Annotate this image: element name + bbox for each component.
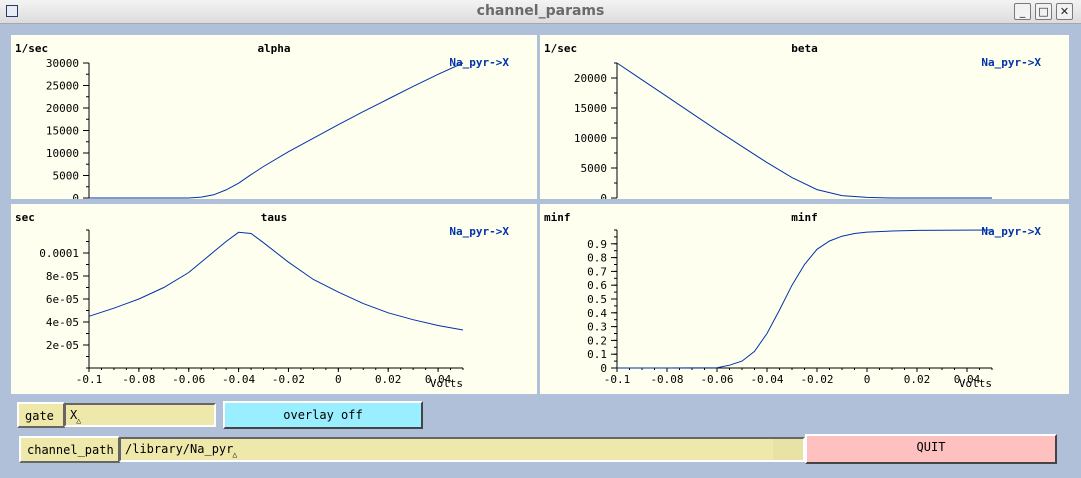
x-tick-label: -0.04 <box>750 373 783 386</box>
y-tick-label: 6e-05 <box>46 293 79 306</box>
y-tick-label: 0.9 <box>587 238 607 251</box>
y-units-label: minf <box>544 211 571 224</box>
y-units-label: 1/sec <box>544 42 577 55</box>
series-line <box>617 229 993 369</box>
y-tick-label: 25000 <box>46 80 79 93</box>
graph-title: beta <box>791 42 818 55</box>
y-tick-label: 30000 <box>46 57 79 70</box>
x-tick-label: -0.04 <box>222 373 255 386</box>
y-tick-label: 0.2 <box>587 334 607 347</box>
x-tick-label: 0.04 <box>954 373 981 386</box>
y-tick-label: 10000 <box>574 132 607 145</box>
maximize-button[interactable]: □ <box>1035 3 1052 20</box>
x-tick-label: -0.08 <box>122 373 155 386</box>
window-icon[interactable] <box>6 5 18 17</box>
graph-title: alpha <box>257 42 290 55</box>
graph-beta: 1/sec beta Na_pyr->X 0 5000 10000 15000 20000 <box>540 35 1069 199</box>
title-bar: channel_params _ □ ✕ <box>0 0 1081 24</box>
close-button[interactable]: ✕ <box>1056 3 1073 20</box>
plot-svg: 1/sec beta Na_pyr->X 0 5000 10000 15000 20000 <box>544 42 1041 199</box>
y-tick-label: 15000 <box>574 102 607 115</box>
y-units-label: sec <box>15 211 35 224</box>
x-tick-label: -0.06 <box>700 373 733 386</box>
x-tick-label: -0.02 <box>800 373 833 386</box>
y-tick-label: 0 <box>600 192 607 199</box>
x-tick-label: -0.08 <box>650 373 683 386</box>
gate-label: gate <box>17 402 65 428</box>
y-tick-label: 0.5 <box>587 293 607 306</box>
y-tick-label: 0.6 <box>587 279 607 292</box>
channel-path-input[interactable]: /library/Na_pyr△ <box>119 437 805 462</box>
graph-title: minf <box>791 211 818 224</box>
series-line <box>88 231 464 331</box>
y-tick-label: 2e-05 <box>46 339 79 352</box>
y-tick-label: 20000 <box>46 102 79 115</box>
gate-value: X <box>70 408 78 422</box>
x-tick-label: -0.06 <box>172 373 205 386</box>
x-axis-label: Volts <box>430 377 463 390</box>
graph-title: taus <box>261 211 288 224</box>
window-title: channel_params <box>476 3 605 19</box>
x-tick-label: 0.02 <box>904 373 931 386</box>
x-tick-label: 0 <box>335 373 342 386</box>
graph-taus: sec taus Na_pyr->X 2e-05 4e-05 6e-05 8e-05 0.00… <box>11 204 537 394</box>
x-tick-label: -0.1 <box>76 373 103 386</box>
y-tick-label: 0 <box>600 362 607 375</box>
y-tick-label: 0.8 <box>587 252 607 265</box>
x-tick-label: 0.02 <box>375 373 402 386</box>
y-tick-label: 0 <box>72 192 79 199</box>
y-tick-label: 0.3 <box>587 321 607 334</box>
text-caret-icon: △ <box>232 450 238 459</box>
channel-path-label: channel_path <box>19 436 120 463</box>
series-line <box>89 62 464 199</box>
channel-path-value: /library/Na_pyr <box>125 442 234 456</box>
y-tick-label: 5000 <box>581 162 608 175</box>
y-tick-label: 5000 <box>53 170 80 183</box>
overlay-label: Na_pyr->X <box>449 56 509 69</box>
overlay-label: Na_pyr->X <box>981 56 1041 69</box>
x-tick-label: -0.02 <box>272 373 305 386</box>
overlay-label: Na_pyr->X <box>449 225 509 238</box>
y-tick-label: 0.1 <box>587 348 607 361</box>
y-tick-label: 4e-05 <box>46 316 79 329</box>
x-tick-label: -0.1 <box>604 373 631 386</box>
quit-button[interactable]: QUIT <box>805 434 1057 464</box>
graph-alpha: 1/sec alpha Na_pyr->X 0 5000 10000 15000 20000 2… <box>11 35 537 199</box>
graph-minf: minf minf Na_pyr->X 0 0.1 0.2 0.3 0.4 0.5 0.6 0.7 0… <box>540 204 1069 394</box>
y-tick-label: 0.7 <box>587 265 607 278</box>
minimize-button[interactable]: _ <box>1014 3 1031 20</box>
y-tick-label: 0.0001 <box>39 247 79 260</box>
plot-svg: sec taus Na_pyr->X 2e-05 4e-05 6e-05 8e-05 0.00… <box>15 211 509 390</box>
x-tick-label: 0.04 <box>425 373 452 386</box>
overlay-toggle-button[interactable]: overlay off <box>223 401 423 429</box>
y-tick-label: 15000 <box>46 125 79 138</box>
y-units-label: 1/sec <box>15 42 48 55</box>
y-tick-label: 0.4 <box>587 307 607 320</box>
overlay-label: Na_pyr->X <box>981 225 1041 238</box>
plot-svg: 1/sec alpha Na_pyr->X 0 5000 10000 15000 20000 2… <box>15 42 509 199</box>
series-line <box>616 62 992 199</box>
gate-input[interactable]: X△ <box>64 403 216 427</box>
y-tick-label: 10000 <box>46 147 79 160</box>
x-axis-label: Volts <box>959 377 992 390</box>
y-tick-label: 20000 <box>574 72 607 85</box>
text-caret-icon: △ <box>76 416 82 425</box>
plot-svg: minf minfNa_pyr->X00.10.20.30.40.50.60.70… <box>544 211 1041 390</box>
x-tick-label: 0 <box>864 373 871 386</box>
y-tick-label: 8e-05 <box>46 270 79 283</box>
